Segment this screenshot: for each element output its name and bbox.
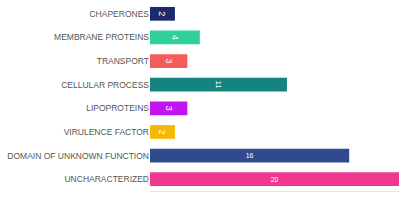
- svg-text:20: 20: [271, 176, 279, 183]
- svg-text:VIRULENCE FACTOR: VIRULENCE FACTOR: [64, 127, 149, 137]
- svg-text:CELLULAR PROCESS: CELLULAR PROCESS: [61, 80, 149, 90]
- svg-text:3: 3: [164, 106, 174, 111]
- svg-text:2: 2: [157, 129, 167, 134]
- svg-text:MEMBRANE PROTEINS: MEMBRANE PROTEINS: [54, 32, 149, 42]
- svg-text:3: 3: [164, 59, 174, 64]
- svg-text:UNCHARACTERIZED: UNCHARACTERIZED: [64, 174, 149, 184]
- svg-text:11: 11: [214, 81, 223, 89]
- svg-text:2: 2: [157, 11, 167, 16]
- svg-text:CHAPERONES: CHAPERONES: [89, 9, 149, 19]
- svg-text:DOMAIN OF UNKNOWN FUNCTION: DOMAIN OF UNKNOWN FUNCTION: [7, 151, 149, 161]
- svg-text:LIPOPROTEINS: LIPOPROTEINS: [86, 103, 149, 113]
- svg-text:16: 16: [246, 152, 254, 159]
- svg-text:4: 4: [170, 35, 180, 40]
- svg-text:TRANSPORT: TRANSPORT: [97, 56, 149, 66]
